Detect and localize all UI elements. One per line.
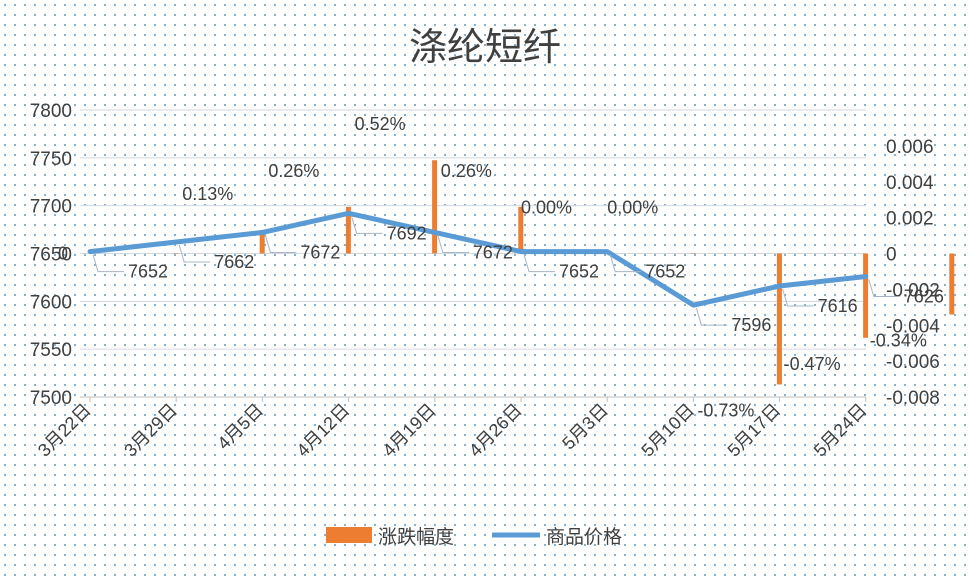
- legend-label-bars: 涨跌幅度: [378, 526, 454, 548]
- y-right-tick-label: -0.004: [886, 316, 940, 337]
- x-tick-label: 4月19日: [379, 400, 440, 461]
- price-label-leader: [351, 216, 383, 234]
- bar-data-label: 0: [58, 244, 68, 264]
- legend-swatch-bars: [326, 527, 372, 543]
- bar-data-label: 0,00%: [607, 198, 658, 218]
- x-tick-label: 4月26日: [465, 400, 526, 461]
- y-right-tick-label: 0.006: [886, 137, 934, 158]
- y-right-tick-label: 0.002: [886, 209, 934, 230]
- price-label-leader: [523, 254, 555, 273]
- price-label-leader: [868, 279, 900, 297]
- bar: [949, 253, 955, 315]
- x-tick-label: 5月10日: [637, 400, 698, 461]
- x-tick-label: 4月12日: [293, 400, 354, 461]
- price-data-label: 7652: [645, 262, 685, 282]
- price-point: [260, 230, 265, 235]
- price-label-leader: [437, 235, 469, 253]
- y-left-tick-label: 7550: [30, 340, 72, 361]
- bar: [173, 253, 179, 254]
- y-left-tick-label: 7500: [30, 388, 72, 409]
- y-left-tick-label: 7750: [30, 149, 72, 170]
- y-left-tick-label: 7700: [30, 197, 72, 218]
- price-data-label: 7672: [473, 242, 513, 262]
- price-label-leader: [264, 235, 297, 253]
- price-data-label: 7616: [818, 296, 858, 316]
- price-label-leader: [695, 308, 728, 326]
- price-label-leader: [782, 288, 814, 307]
- bar: [690, 253, 696, 254]
- bar-data-label: 0.13%: [182, 184, 233, 204]
- bar-data-label: -0.34%: [870, 330, 927, 350]
- price-data-label: 7626: [904, 286, 944, 306]
- price-point: [691, 303, 696, 308]
- price-data-label: 7596: [731, 315, 771, 335]
- price-point: [88, 249, 92, 254]
- bar-data-label: -0.47%: [784, 354, 841, 374]
- y-left-tick-label: 7800: [30, 101, 72, 122]
- bar: [345, 206, 351, 254]
- bar: [863, 253, 869, 338]
- bar: [776, 253, 782, 385]
- bar-data-label: 0.26%: [268, 161, 319, 181]
- price-point: [605, 249, 610, 254]
- bar-data-label: 0.52%: [355, 114, 406, 134]
- price-label-leader: [609, 254, 642, 273]
- price-point: [519, 249, 523, 254]
- price-line: [87, 210, 869, 308]
- price-point: [432, 230, 437, 235]
- price-point: [174, 240, 179, 245]
- y-left-tick-label: 7650: [30, 245, 72, 266]
- y-right-tick-label: -0.008: [886, 388, 940, 409]
- bar: [259, 230, 265, 254]
- price-data-label: 7692: [387, 223, 427, 243]
- price-data-label: 7662: [214, 252, 254, 272]
- y-right-tick-label: 0.004: [886, 173, 934, 194]
- price-label-leader: [178, 244, 211, 263]
- bar: [518, 206, 524, 254]
- y-right-tick-label: -0.006: [886, 352, 940, 373]
- y-left-tick-label: 7600: [30, 292, 72, 313]
- y-right-tick-label: 0: [886, 245, 897, 266]
- bar: [432, 160, 438, 254]
- chart-title: 涤纶短纤: [409, 25, 561, 69]
- price-data-label: 7652: [559, 262, 599, 282]
- price-data-label: 7672: [300, 242, 340, 262]
- bar-data-label: 0.00%: [521, 198, 572, 218]
- price-label-leader: [92, 254, 124, 273]
- x-tick-label: 4月5日: [213, 400, 267, 454]
- x-tick-label: 5月24日: [810, 400, 871, 461]
- bar-data-label: -0.73%: [697, 400, 754, 420]
- price-data-label: 7652: [128, 262, 168, 282]
- x-tick-label: 3月29日: [120, 400, 181, 461]
- bar-data-label: 0.26%: [441, 161, 492, 181]
- price-point: [863, 274, 868, 279]
- price-point: [777, 284, 782, 289]
- legend-label-line: 商品价格: [546, 526, 622, 548]
- price-point: [346, 211, 351, 216]
- x-tick-label: 5月3日: [558, 400, 612, 454]
